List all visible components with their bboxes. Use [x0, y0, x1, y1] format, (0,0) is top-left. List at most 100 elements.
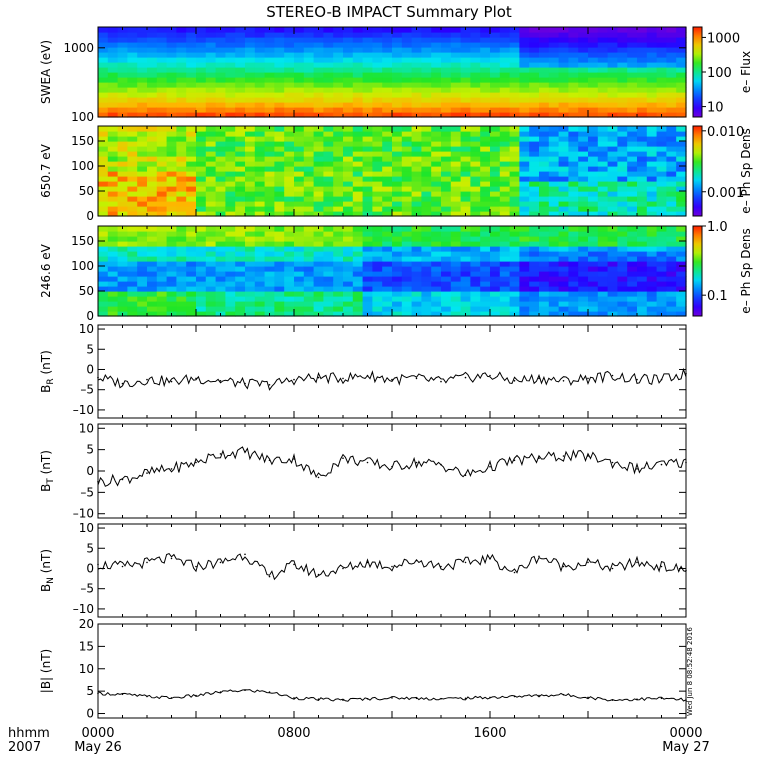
heatmap-cell: [421, 286, 432, 292]
heatmap-cell: [264, 102, 275, 108]
heatmap-cell: [499, 67, 511, 73]
heatmap-cell: [343, 306, 354, 312]
heatmap-cell: [323, 131, 334, 137]
heatmap-cell: [411, 67, 422, 73]
heatmap-cell: [646, 37, 658, 43]
heatmap-cell: [656, 261, 667, 267]
heatmap-cell: [166, 131, 177, 137]
heatmap-cell: [509, 156, 520, 162]
heatmap-cell: [578, 131, 589, 137]
heatmap-cell: [343, 82, 354, 88]
heatmap-cell: [147, 52, 158, 58]
heatmap-cell: [499, 146, 511, 152]
heatmap-cell: [548, 296, 560, 302]
heatmap-cell: [215, 146, 226, 152]
heatmap-cell: [205, 151, 217, 157]
heatmap-cell: [362, 131, 373, 137]
heatmap-cell: [245, 196, 256, 202]
data-point: [366, 698, 369, 700]
heatmap-cell: [539, 72, 550, 78]
heatmap-cell: [568, 291, 579, 297]
y-tick-label: 0: [86, 362, 94, 376]
heatmap-cell: [107, 57, 119, 63]
heatmap-cell: [382, 291, 393, 297]
heatmap-cell: [637, 161, 648, 167]
heatmap-cell: [558, 266, 569, 272]
heatmap-cell: [107, 42, 119, 48]
heatmap-cell: [392, 62, 403, 68]
heatmap-cell: [519, 92, 530, 98]
heatmap-cell: [421, 241, 432, 247]
heatmap-cell: [392, 246, 403, 252]
heatmap-cell: [480, 261, 491, 267]
heatmap-cell: [225, 306, 236, 312]
data-point: [538, 457, 540, 460]
heatmap-cell: [147, 82, 158, 88]
heatmap-cell: [470, 261, 481, 267]
heatmap-cell: [568, 206, 579, 212]
heatmap-cell: [117, 256, 128, 262]
heatmap-cell: [637, 281, 648, 287]
heatmap-cell: [529, 291, 540, 297]
heatmap-cell: [343, 146, 354, 152]
heatmap-cell: [294, 92, 305, 98]
heatmap-cell: [539, 87, 550, 93]
data-point: [195, 694, 197, 697]
heatmap-cell: [646, 211, 658, 217]
heatmap-cell: [421, 146, 432, 152]
heatmap-cell: [264, 196, 275, 202]
heatmap-cell: [509, 271, 520, 277]
heatmap-cell: [470, 151, 481, 157]
heatmap-cell: [323, 112, 334, 118]
heatmap-cell: [127, 72, 138, 78]
heatmap-cell: [205, 156, 217, 162]
heatmap-cell: [627, 186, 638, 192]
heatmap-cell: [107, 156, 119, 162]
heatmap-cell: [578, 181, 589, 187]
heatmap-cell: [294, 32, 305, 38]
heatmap-cell: [333, 231, 344, 237]
heatmap-cell: [568, 47, 579, 53]
heatmap-cell: [401, 181, 413, 187]
heatmap-cell: [117, 156, 128, 162]
heatmap-cell: [597, 261, 609, 267]
heatmap-cell: [372, 42, 383, 48]
heatmap-cell: [411, 301, 422, 307]
heatmap-cell: [254, 201, 266, 207]
heatmap-cell: [470, 92, 481, 98]
heatmap-cell: [421, 191, 432, 197]
heatmap-cell: [539, 211, 550, 217]
heatmap-cell: [617, 226, 628, 232]
heatmap-cell: [666, 107, 677, 113]
heatmap-cell: [333, 72, 344, 78]
heatmap-cell: [127, 151, 138, 157]
heatmap-cell: [548, 97, 560, 103]
heatmap-cell: [382, 161, 393, 167]
heatmap-cell: [529, 171, 540, 177]
heatmap-cell: [107, 291, 119, 297]
heatmap-cell: [539, 206, 550, 212]
heatmap-cell: [254, 291, 266, 297]
heatmap-cell: [245, 191, 256, 197]
heatmap-cell: [235, 271, 246, 277]
heatmap-cell: [627, 112, 638, 118]
heatmap-cell: [548, 92, 560, 98]
heatmap-cell: [303, 231, 315, 237]
heatmap-cell: [548, 196, 560, 202]
heatmap-cell: [333, 37, 344, 43]
heatmap-cell: [117, 246, 128, 252]
heatmap-cell: [254, 256, 266, 262]
heatmap-cell: [343, 102, 354, 108]
heatmap-cell: [392, 42, 403, 48]
time-tick-label: 1600: [473, 726, 506, 741]
heatmap-cell: [313, 131, 324, 137]
heatmap-cell: [343, 97, 354, 103]
heatmap-cell: [646, 291, 658, 297]
heatmap-cell: [196, 72, 207, 78]
heatmap-cell: [509, 146, 520, 152]
heatmap-cell: [480, 236, 491, 242]
heatmap-cell: [499, 286, 511, 292]
heatmap-cell: [558, 42, 569, 48]
heatmap-cell: [137, 296, 148, 302]
heatmap-cell: [147, 87, 158, 93]
